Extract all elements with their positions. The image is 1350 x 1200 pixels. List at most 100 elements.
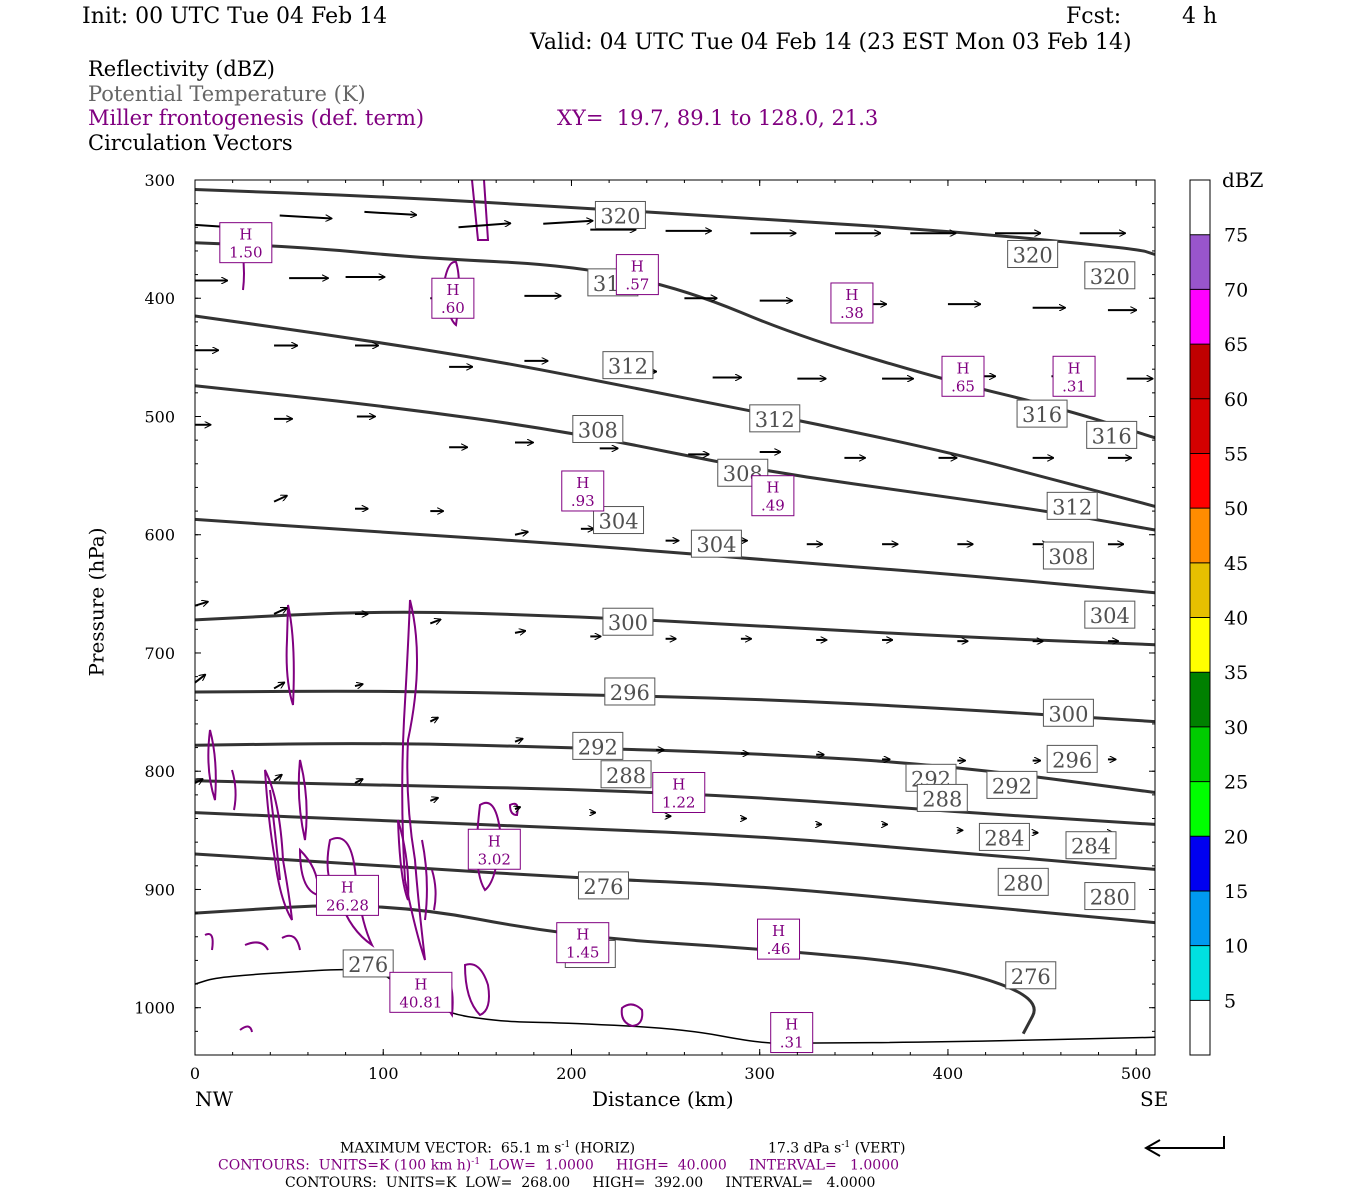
reference-vector-head [1143, 1139, 1161, 1157]
theta-label: 300 [602, 607, 654, 636]
frontogenesis-max: H.57 [615, 254, 659, 296]
svg-text:320: 320 [600, 204, 640, 228]
x-tick-label: 400 [933, 1064, 964, 1083]
frontogenesis-max: H3.02 [467, 828, 521, 870]
svg-text:H: H [414, 975, 427, 993]
svg-text:292: 292 [992, 774, 1032, 798]
y-tick-label: 600 [144, 526, 175, 545]
theta-label: 280 [997, 867, 1049, 896]
theta-contour-304 [194, 517, 1156, 595]
colorbar-segment [1190, 945, 1210, 1001]
frontogenesis-max: H.65 [941, 355, 985, 397]
svg-text:312: 312 [1052, 495, 1092, 519]
theta-label: 320 [1007, 239, 1059, 268]
circulation-vector [515, 807, 520, 809]
theta-label: 284 [978, 822, 1030, 851]
y-tick-label: 300 [144, 171, 175, 190]
colorbar-segment [1190, 617, 1210, 673]
circulation-vector [543, 221, 592, 225]
theta-label: 280 [1084, 882, 1136, 911]
frontogenesis-max: H40.81 [389, 971, 453, 1013]
circulation-vector [194, 778, 203, 783]
svg-text:H: H [845, 286, 858, 304]
svg-text:320: 320 [1090, 265, 1130, 289]
theta-label: 288 [916, 783, 968, 812]
theta-label: 316 [1086, 420, 1138, 449]
frontogenesis-max: H.93 [561, 470, 605, 512]
y-tick-label: 500 [144, 407, 175, 426]
colorbar-label: 70 [1224, 279, 1248, 301]
svg-text:1.22: 1.22 [662, 794, 695, 812]
fronto-contour [463, 963, 490, 1017]
svg-text:H: H [785, 1016, 798, 1034]
circulation-vector [273, 682, 284, 690]
theta-label: 288 [600, 760, 652, 789]
theta-label: 312 [602, 351, 654, 380]
colorbar-segment [1190, 344, 1210, 399]
svg-text:276: 276 [348, 953, 388, 977]
svg-text:284: 284 [1071, 835, 1111, 859]
colorbar-segment [1190, 453, 1210, 509]
theta-label: 276 [342, 949, 394, 978]
svg-text:H: H [672, 776, 685, 794]
frontogenesis-max: H.60 [431, 277, 475, 319]
theta-label: 308 [572, 414, 624, 443]
frontogenesis-max: H1.50 [219, 222, 273, 264]
theta-label: 320 [1084, 261, 1136, 290]
legend-miller: Miller frontogenesis (def. term) [88, 106, 425, 130]
svg-text:H: H [772, 922, 785, 940]
circulation-vector [354, 778, 363, 783]
y-tick-label: 900 [144, 880, 175, 899]
svg-text:300: 300 [1048, 702, 1088, 726]
theta-label: 300 [1042, 698, 1094, 727]
colorbar-segment [1190, 398, 1210, 454]
theta-label: 276 [1005, 961, 1057, 990]
fronto-contour [244, 941, 269, 951]
frontogenesis-max: H.38 [830, 282, 874, 324]
svg-text:308: 308 [1048, 545, 1088, 569]
theta-contour-316 [194, 241, 1156, 440]
fronto-contour [421, 839, 428, 921]
colorbar-label: 50 [1224, 498, 1248, 520]
svg-text:.60: .60 [441, 299, 465, 317]
circulation-vector [194, 675, 205, 684]
svg-text:.49: .49 [761, 497, 785, 515]
svg-text:316: 316 [1092, 424, 1132, 448]
colorbar-segment [1190, 180, 1210, 235]
frontogenesis-max: H.31 [1052, 355, 1096, 397]
fronto-contour [397, 819, 410, 901]
fronto-contour [231, 769, 237, 811]
svg-text:H: H [576, 926, 589, 944]
fronto-contour [401, 599, 426, 961]
colorbar-segment [1190, 672, 1210, 727]
circulation-vector [514, 532, 528, 535]
svg-text:H: H [766, 479, 779, 497]
circulation-vector [273, 496, 287, 503]
black-contour-info: CONTOURS: UNITS=K LOW= 268.00 HIGH= 392.… [285, 1175, 876, 1191]
theta-label: 304 [1084, 600, 1136, 629]
svg-text:276: 276 [1011, 965, 1051, 989]
svg-text:288: 288 [922, 787, 962, 811]
frontogenesis-max: H.31 [770, 1012, 814, 1054]
fronto-contour [239, 1025, 253, 1033]
theta-label: 292 [572, 731, 624, 760]
colorbar-label: 45 [1224, 553, 1248, 575]
svg-text:.31: .31 [1062, 377, 1086, 395]
frontogenesis-max: H1.45 [556, 922, 610, 964]
reference-vector [1146, 1136, 1225, 1149]
theta-contour-296 [194, 689, 1156, 724]
colorbar-label: 60 [1224, 389, 1248, 411]
max-vector-caption: MAXIMUM VECTOR: 65.1 m s-1 (HORIZ) [340, 1140, 636, 1157]
svg-text:288: 288 [606, 764, 646, 788]
y-axis-title: Pressure (hPa) [84, 527, 109, 677]
colorbar-label: 25 [1224, 772, 1248, 794]
frontogenesis-max: H1.22 [652, 772, 706, 813]
fronto-contour [285, 604, 295, 706]
theta-contour-300 [194, 610, 1156, 647]
theta-label: 304 [690, 529, 742, 558]
svg-text:308: 308 [578, 418, 618, 442]
colorbar-segment [1190, 836, 1210, 891]
fronto-contour [508, 802, 519, 817]
svg-text:H: H [956, 359, 969, 377]
